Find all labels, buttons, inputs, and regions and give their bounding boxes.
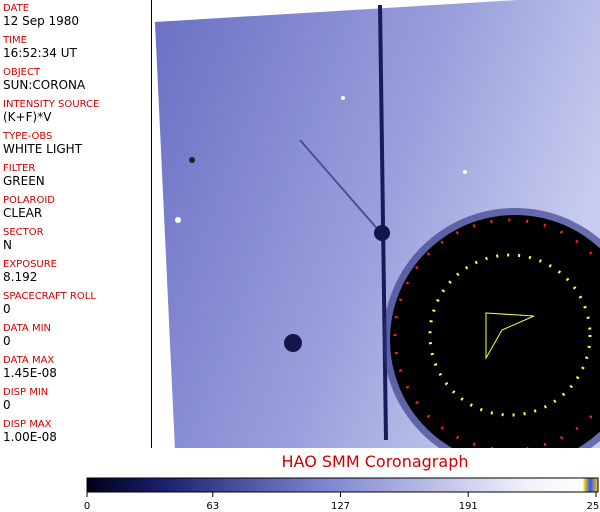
field-label: OBJECT (3, 67, 41, 78)
field-label: POLAROID (3, 195, 56, 206)
field-value: 0 (3, 398, 11, 412)
colorbar-tick-label: 191 (459, 501, 478, 512)
field-value: 0 (3, 334, 11, 348)
field-label: TIME (3, 35, 28, 46)
field-label: DISP MAX (3, 419, 52, 430)
field-label: EXPOSURE (3, 259, 58, 270)
field-label: FILTER (3, 163, 36, 174)
colorbar-tick-label: 63 (206, 501, 219, 512)
image-title: HAO SMM Coronagraph (282, 452, 469, 471)
field-label: DISP MIN (3, 387, 49, 398)
field-value: 12 Sep 1980 (3, 14, 80, 28)
coronagraph-image (152, 0, 600, 448)
colorbar-ticks: 0 63 127 191 255 (84, 492, 600, 512)
metadata-panel: DATE 12 Sep 1980 TIME 16:52:34 UT OBJECT SUN:… (0, 0, 152, 448)
colorbar-tick-label: 0 (84, 501, 90, 512)
field-label: TYPE-OBS (3, 131, 53, 142)
field-value: CLEAR (3, 206, 43, 220)
field-label: DATA MIN (3, 323, 51, 334)
field-value: 1.00E-08 (3, 430, 57, 444)
field-value: GREEN (3, 174, 45, 188)
field-value: 1.45E-08 (3, 366, 57, 380)
field-value: 8.192 (3, 270, 38, 284)
colorbar-tick-label: 127 (331, 501, 350, 512)
field-value: 16:52:34 UT (3, 46, 77, 60)
field-value: SUN:CORONA (3, 78, 86, 92)
field-value: N (3, 238, 12, 252)
field-label: SECTOR (3, 227, 44, 238)
field-value: WHITE LIGHT (3, 142, 83, 156)
field-label: DATA MAX (3, 355, 55, 366)
field-label: SPACECRAFT ROLL (3, 291, 96, 302)
field-label: DATE (3, 3, 30, 14)
field-value: 0 (3, 302, 11, 316)
field-label: INTENSITY SOURCE (3, 99, 100, 110)
colorbar (86, 477, 599, 493)
colorbar-tick-label: 255 (586, 501, 600, 512)
field-value: (K+F)*V (3, 110, 52, 124)
